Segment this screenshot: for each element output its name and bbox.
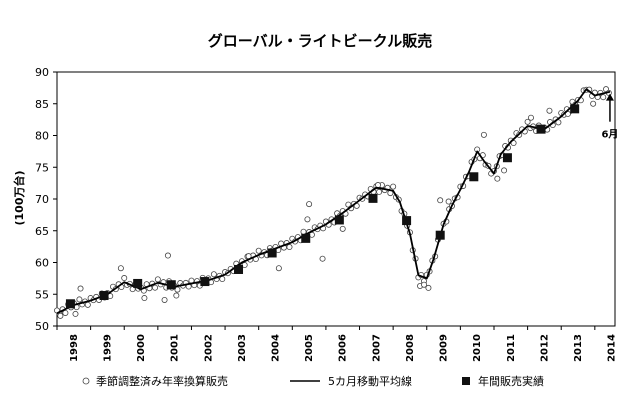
sales-point	[173, 292, 180, 299]
sales-point	[445, 198, 452, 205]
x-tick-label: 2008	[405, 334, 416, 362]
annual-sales-square	[99, 291, 109, 301]
x-tick-label: 2005	[304, 334, 315, 362]
y-tick-label: 60	[35, 257, 49, 270]
x-tick-label: 2003	[237, 334, 248, 362]
y-tick-label: 70	[35, 193, 49, 206]
sales-point	[57, 312, 64, 319]
annual-sales-square	[133, 278, 143, 288]
x-tick-label: 2000	[136, 334, 147, 362]
sales-point	[421, 281, 428, 288]
x-tick-label: 2013	[573, 334, 584, 362]
y-tick-label: 50	[35, 320, 49, 333]
annual-sales-square	[166, 280, 176, 290]
sales-point	[286, 244, 293, 251]
sales-point	[304, 216, 311, 223]
x-tick-label: 2007	[371, 334, 382, 362]
sales-point	[152, 284, 159, 291]
annual-sales-square	[435, 230, 445, 240]
sales-point	[121, 275, 128, 282]
sales-point	[501, 167, 508, 174]
annotation-label: 6月	[601, 129, 618, 141]
annual-sales-square	[469, 172, 479, 182]
sales-point	[510, 140, 517, 147]
sales-point	[527, 114, 534, 121]
legend-label-moving-average: 5カ月移動平均線	[328, 374, 412, 388]
annual-sales-square	[65, 299, 75, 309]
sales-point	[555, 119, 562, 126]
y-tick-label: 90	[35, 66, 49, 79]
x-tick-label: 2001	[170, 334, 181, 362]
sales-point	[600, 94, 607, 101]
x-tick-label: 2010	[472, 334, 483, 362]
legend-label-sales: 季節調整済み年率換算販売	[96, 374, 228, 388]
sales-point	[219, 276, 226, 283]
sales-point	[161, 296, 168, 303]
sales-point	[77, 285, 84, 292]
sales-point	[319, 255, 326, 262]
annual-sales-markers	[65, 104, 580, 309]
annual-sales-square	[536, 124, 546, 134]
sales-point	[154, 276, 161, 283]
annual-sales-square	[502, 153, 512, 163]
sales-point	[84, 301, 91, 308]
legend-label-annual: 年間販売実績	[478, 374, 544, 388]
annual-sales-square	[402, 216, 412, 226]
legend: 季節調整済み年率換算販売 5カ月移動平均線 年間販売実績	[82, 374, 544, 388]
x-tick-label: 2006	[338, 334, 349, 362]
sales-point	[76, 296, 83, 303]
x-tick-label: 2012	[539, 334, 550, 362]
sales-point	[117, 265, 124, 272]
sales-point	[255, 247, 262, 254]
x-tick-label: 2009	[439, 334, 450, 362]
sales-point	[480, 131, 487, 138]
y-tick-label: 85	[35, 98, 49, 111]
annual-sales-square	[234, 264, 244, 274]
sales-point	[72, 310, 79, 317]
sales-point	[62, 309, 69, 316]
chart-title: グローバル・ライトビークル販売	[208, 32, 432, 50]
y-tick-label: 55	[35, 288, 49, 301]
x-ticks: 1998 1999 2000 2001 2002 2003 2004 2005 2006 2007…	[56, 326, 618, 362]
sales-point	[306, 201, 313, 208]
y-axis-label: (100万台)	[12, 170, 26, 225]
sales-point	[425, 284, 432, 291]
x-tick-label: 2011	[506, 334, 517, 362]
annual-sales-square	[267, 248, 277, 258]
annual-sales-square	[334, 215, 344, 225]
sales-point	[141, 295, 148, 302]
x-tick-label: 2002	[203, 334, 214, 362]
sales-point	[164, 252, 171, 259]
annual-sales-square	[570, 104, 580, 114]
annual-sales-square	[368, 193, 378, 203]
sales-point	[524, 118, 531, 125]
sales-point	[376, 188, 383, 195]
y-tick-label: 80	[35, 130, 49, 143]
annotation: 6月	[601, 93, 618, 141]
annotation-arrow-head	[605, 93, 614, 101]
x-tick-label: 2014	[607, 334, 618, 362]
sales-point	[437, 197, 444, 204]
sales-point	[390, 183, 397, 190]
annual-sales-square	[200, 277, 210, 287]
sales-point	[275, 265, 282, 272]
sales-point	[494, 175, 501, 182]
legend-square-marker	[462, 377, 470, 385]
sales-point	[210, 271, 217, 278]
y-ticks: 50 55 60 65 70 75 80 85 90	[35, 66, 57, 333]
sales-point	[339, 225, 346, 232]
legend-circle-marker	[82, 377, 90, 385]
y-tick-label: 65	[35, 225, 49, 238]
y-tick-label: 75	[35, 161, 49, 174]
x-tick-label: 1998	[69, 334, 80, 362]
annual-sales-square	[301, 233, 311, 243]
sales-point	[546, 107, 553, 114]
x-tick-label: 2004	[270, 334, 281, 362]
x-tick-label: 1999	[102, 334, 113, 362]
sales-point	[590, 100, 597, 107]
